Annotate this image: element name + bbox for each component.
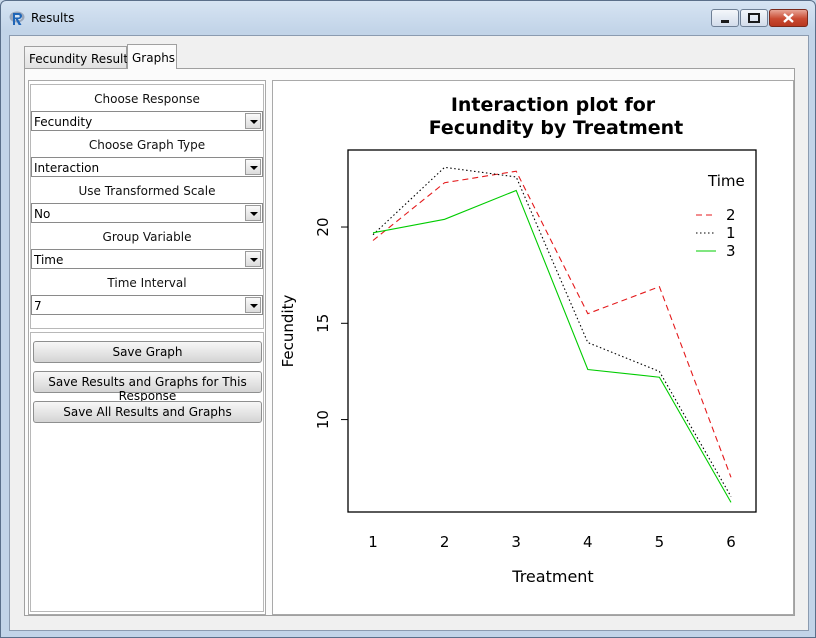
graph-type-select[interactable]: Interaction bbox=[31, 157, 263, 177]
graph-options-group: Choose Response Fecundity Choose Graph T… bbox=[30, 84, 264, 329]
save-buttons-group: Save Graph Save Results and Graphs for T… bbox=[30, 332, 264, 612]
chevron-down-icon[interactable] bbox=[245, 113, 261, 129]
save-all-results-button[interactable]: Save All Results and Graphs bbox=[33, 401, 262, 423]
x-tick-label: 1 bbox=[368, 533, 378, 551]
graph-type-value: Interaction bbox=[34, 161, 100, 175]
save-response-results-button[interactable]: Save Results and Graphs for This Respons… bbox=[33, 371, 262, 403]
plot-panel: Interaction plot for Fecundity by Treatme… bbox=[272, 80, 794, 615]
legend-label-3: 3 bbox=[726, 242, 736, 260]
series-line-3 bbox=[372, 189, 732, 503]
series-line-1 bbox=[372, 166, 732, 497]
chevron-down-icon[interactable] bbox=[245, 205, 261, 221]
x-axis-label: Treatment bbox=[511, 567, 593, 586]
y-tick-label: 15 bbox=[314, 314, 332, 333]
transformed-scale-select[interactable]: No bbox=[31, 203, 263, 223]
tab-graphs[interactable]: Graphs bbox=[127, 44, 177, 69]
chart-title-line2: Fecundity by Treatment bbox=[429, 117, 684, 139]
response-select[interactable]: Fecundity bbox=[31, 111, 263, 131]
legend-label-2: 2 bbox=[726, 206, 736, 224]
response-value: Fecundity bbox=[34, 115, 93, 129]
save-graph-button[interactable]: Save Graph bbox=[33, 341, 262, 363]
series-line-2 bbox=[372, 170, 732, 478]
close-button[interactable] bbox=[769, 9, 808, 27]
plot-frame bbox=[347, 149, 757, 513]
graphs-tab-panel: Choose Response Fecundity Choose Graph T… bbox=[24, 68, 795, 616]
y-tick-label: 20 bbox=[314, 217, 332, 236]
transformed-scale-label: Use Transformed Scale bbox=[78, 184, 216, 198]
options-panel: Choose Response Fecundity Choose Graph T… bbox=[28, 80, 266, 615]
legend-title: Time bbox=[707, 172, 745, 190]
close-icon bbox=[783, 13, 794, 23]
time-interval-select[interactable]: 7 bbox=[31, 295, 263, 315]
minimize-button[interactable] bbox=[711, 9, 739, 27]
y-axis-label: Fecundity bbox=[279, 295, 297, 368]
group-variable-value: Time bbox=[34, 253, 64, 267]
transformed-scale-value: No bbox=[34, 207, 51, 221]
maximize-icon bbox=[748, 13, 760, 23]
tab-fecundity-results[interactable]: Fecundity Results bbox=[24, 46, 134, 68]
choose-response-label: Choose Response bbox=[94, 92, 200, 106]
y-tick-label: 10 bbox=[314, 410, 332, 429]
title-bar[interactable]: Results bbox=[1, 1, 815, 35]
x-tick-label: 5 bbox=[655, 533, 665, 551]
r-logo-icon bbox=[9, 11, 25, 25]
x-tick-label: 2 bbox=[440, 533, 450, 551]
chevron-down-icon[interactable] bbox=[245, 159, 261, 175]
time-interval-value: 7 bbox=[34, 299, 42, 313]
choose-graph-type-label: Choose Graph Type bbox=[88, 138, 206, 152]
legend-label-1: 1 bbox=[726, 224, 736, 242]
chart-title-line1: Interaction plot for bbox=[451, 94, 656, 116]
x-tick-label: 3 bbox=[511, 533, 521, 551]
minimize-icon bbox=[721, 20, 729, 23]
maximize-button[interactable] bbox=[740, 9, 768, 27]
group-variable-select[interactable]: Time bbox=[31, 249, 263, 269]
x-tick-label: 6 bbox=[726, 533, 736, 551]
chevron-down-icon[interactable] bbox=[245, 297, 261, 313]
chevron-down-icon[interactable] bbox=[245, 251, 261, 267]
window-title: Results bbox=[31, 11, 75, 25]
group-variable-label: Group Variable bbox=[102, 230, 192, 244]
client-area: Fecundity Results Graphs Choose Response… bbox=[9, 35, 809, 631]
time-interval-label: Time Interval bbox=[107, 276, 187, 290]
x-tick-label: 4 bbox=[583, 533, 593, 551]
